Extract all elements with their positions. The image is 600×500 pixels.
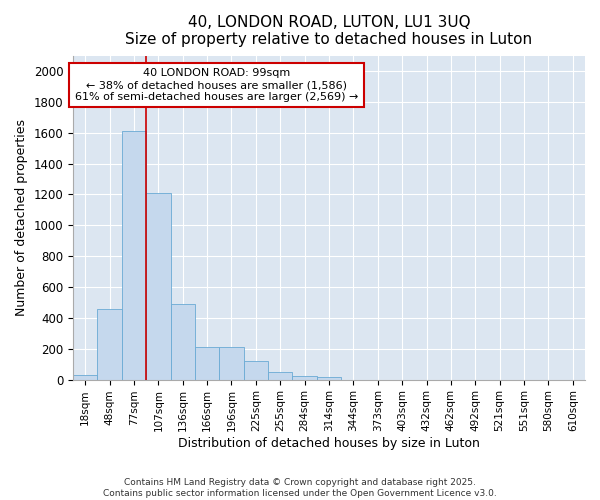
Bar <box>195 347 220 380</box>
X-axis label: Distribution of detached houses by size in Luton: Distribution of detached houses by size … <box>178 437 480 450</box>
Y-axis label: Number of detached properties: Number of detached properties <box>15 119 28 316</box>
Text: 40 LONDON ROAD: 99sqm
← 38% of detached houses are smaller (1,586)
61% of semi-d: 40 LONDON ROAD: 99sqm ← 38% of detached … <box>74 68 358 102</box>
Bar <box>73 375 97 380</box>
Title: 40, LONDON ROAD, LUTON, LU1 3UQ
Size of property relative to detached houses in : 40, LONDON ROAD, LUTON, LU1 3UQ Size of … <box>125 15 533 48</box>
Bar <box>317 376 341 380</box>
Bar <box>170 304 195 380</box>
Bar <box>244 361 268 380</box>
Text: Contains HM Land Registry data © Crown copyright and database right 2025.
Contai: Contains HM Land Registry data © Crown c… <box>103 478 497 498</box>
Bar <box>220 347 244 380</box>
Bar <box>268 372 292 380</box>
Bar <box>146 193 170 380</box>
Bar <box>292 376 317 380</box>
Bar <box>97 308 122 380</box>
Bar <box>122 131 146 380</box>
